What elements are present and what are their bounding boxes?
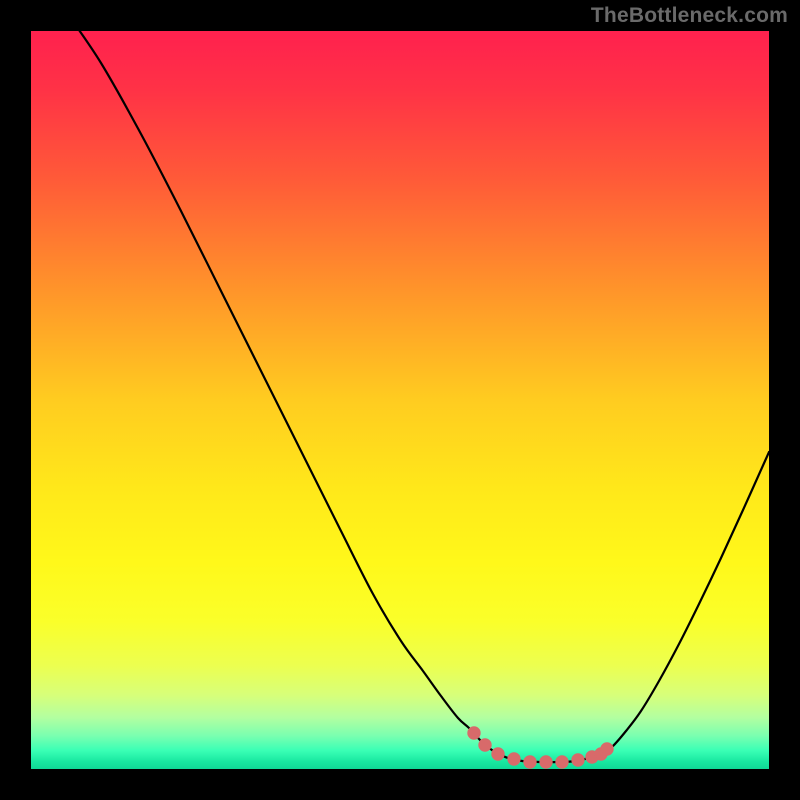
marker-point xyxy=(572,754,584,766)
marker-point xyxy=(540,756,552,768)
marker-point xyxy=(479,739,491,751)
watermark-label: TheBottleneck.com xyxy=(591,4,788,28)
marker-point xyxy=(492,748,504,760)
marker-point xyxy=(601,743,613,755)
gradient-background xyxy=(31,31,769,769)
bottleneck-chart xyxy=(31,31,769,769)
marker-point xyxy=(556,756,568,768)
chart-container: TheBottleneck.com xyxy=(0,0,800,800)
marker-point xyxy=(508,753,520,765)
marker-point xyxy=(524,756,536,768)
plot-area xyxy=(31,31,769,769)
marker-point xyxy=(468,727,480,739)
